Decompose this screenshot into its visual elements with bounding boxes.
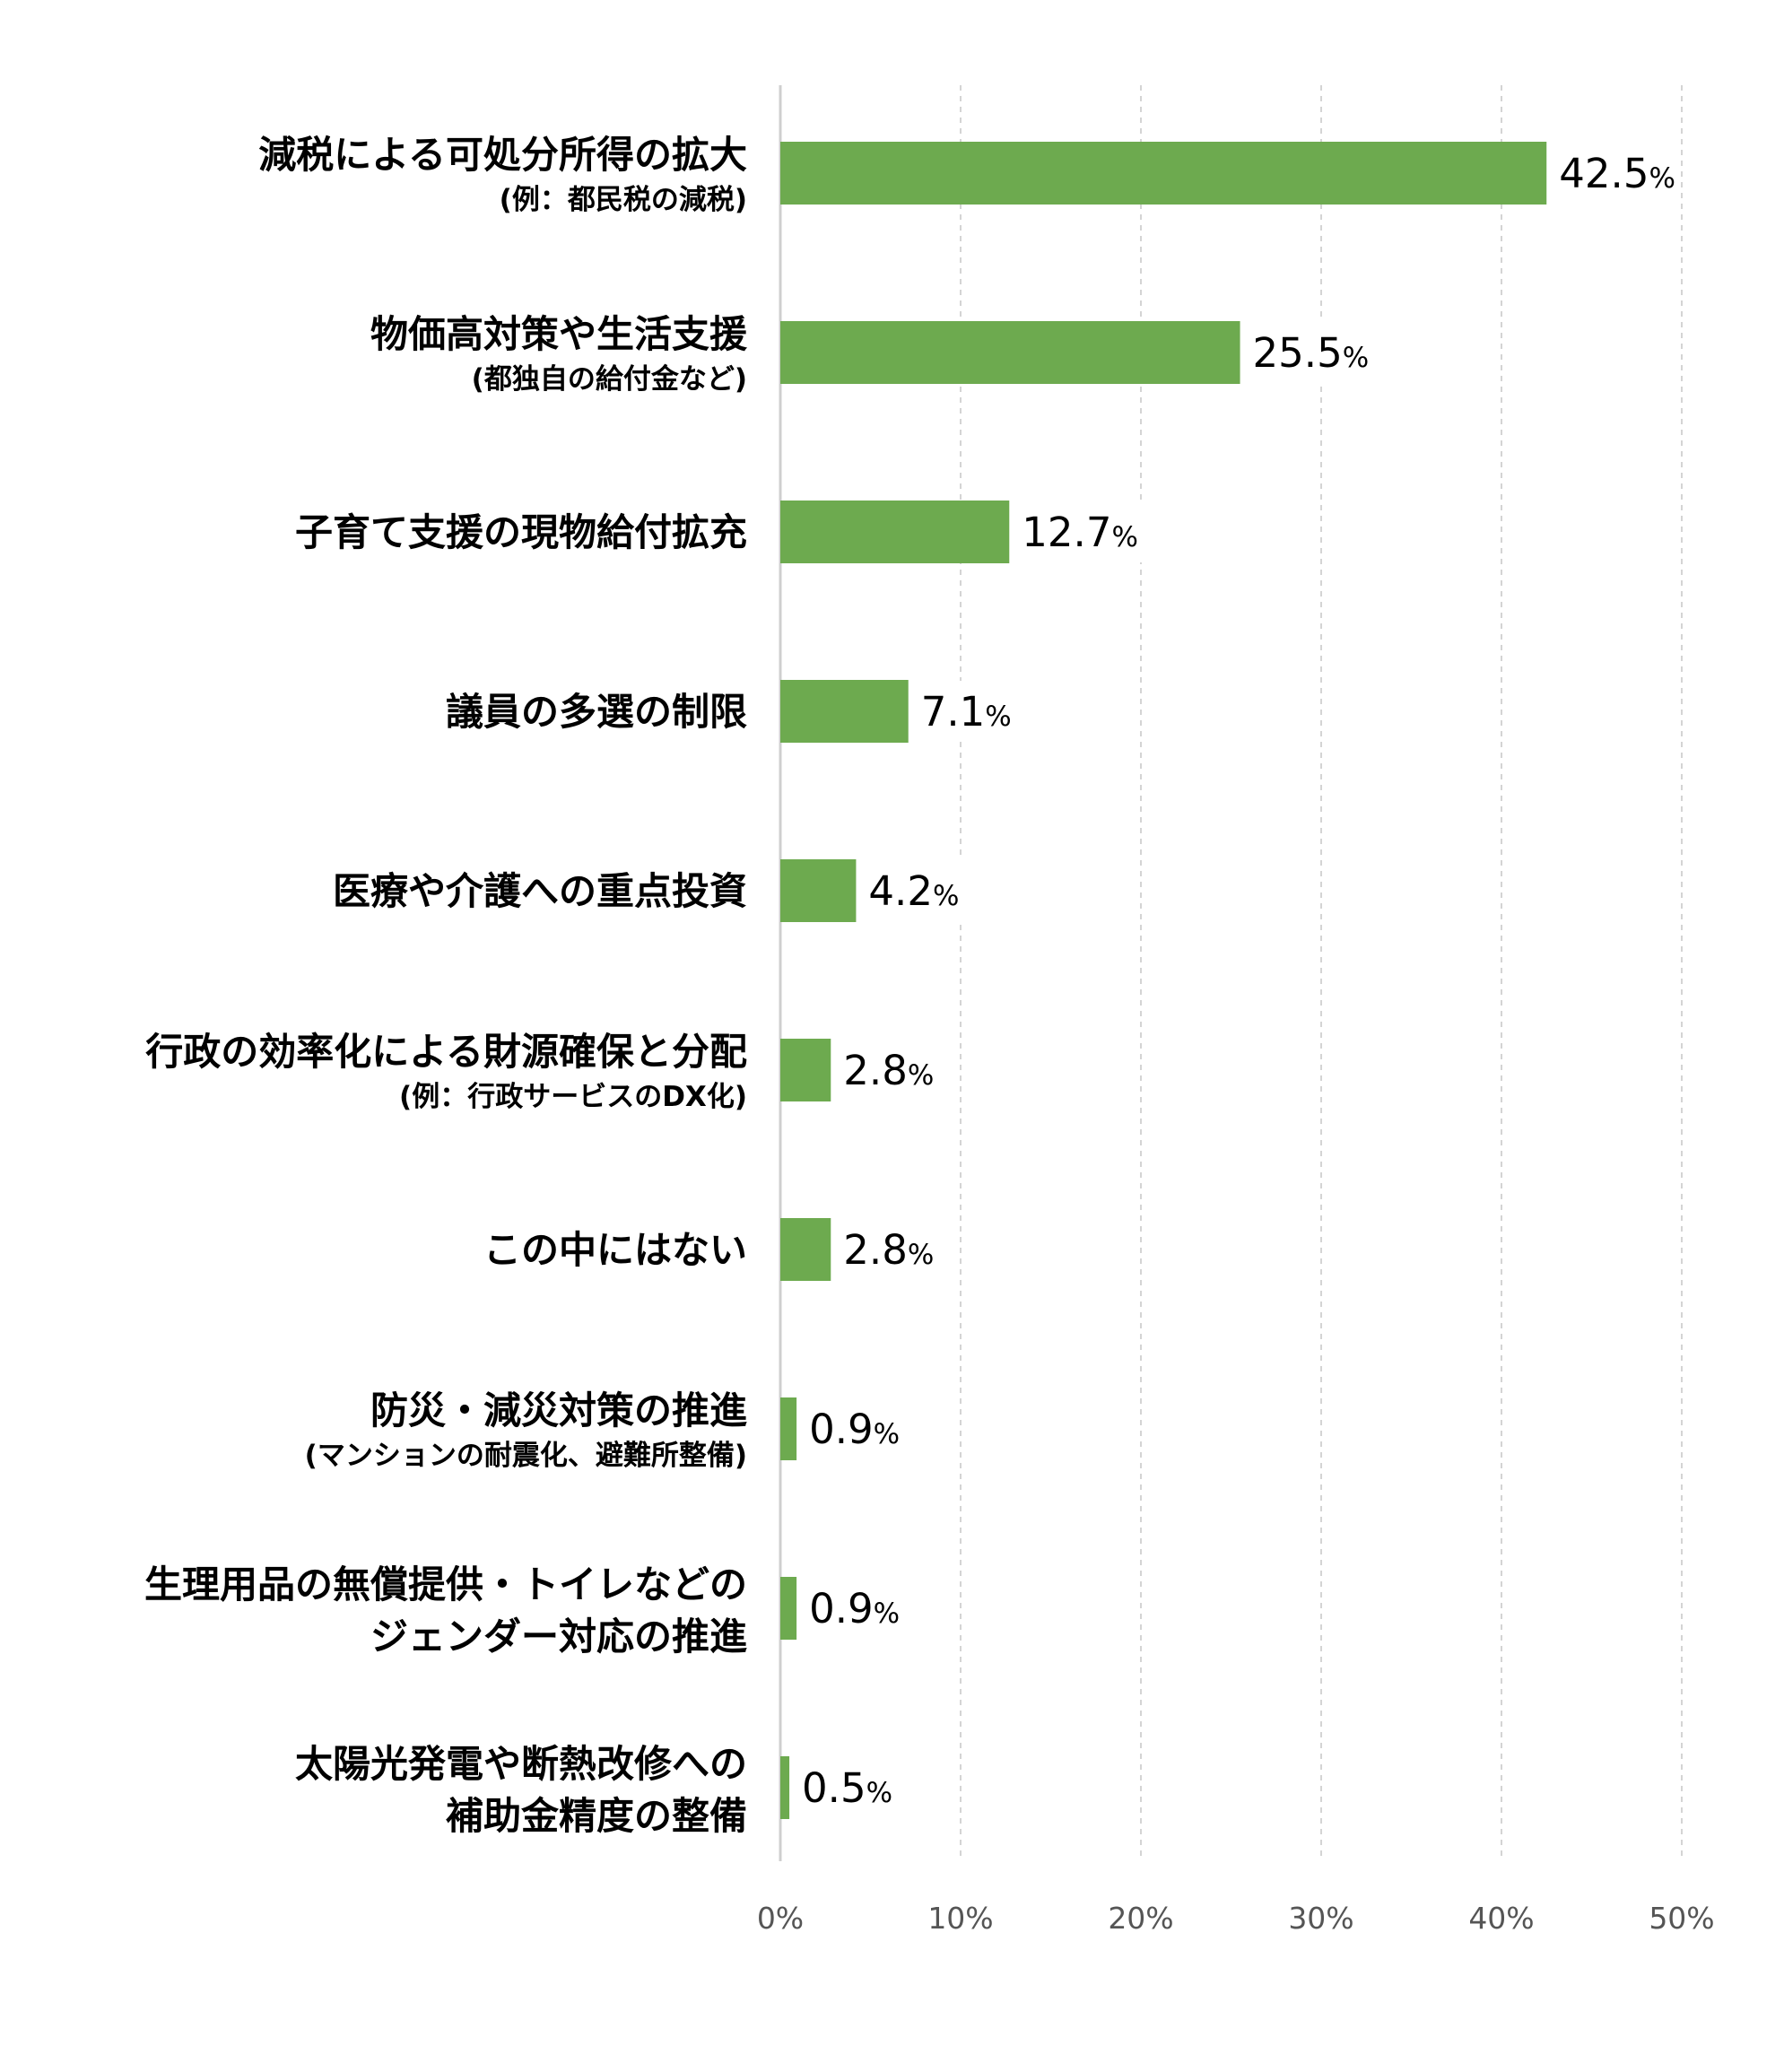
data-label-value: 12.7 [1022, 509, 1111, 556]
bar [780, 680, 909, 743]
data-label-value: 2.8 [843, 1226, 908, 1274]
data-label-unit: % [1649, 162, 1675, 195]
data-label-background [796, 1757, 899, 1818]
data-label-unit: % [874, 1598, 900, 1630]
category-label: 医療や介護への重点投資 [333, 869, 747, 913]
bar [780, 1397, 797, 1460]
data-label-background [1247, 322, 1375, 383]
data-label-unit: % [908, 1239, 934, 1271]
data-label-unit: % [866, 1777, 892, 1809]
data-label-background [804, 1398, 906, 1459]
data-label-value: 2.8 [843, 1047, 908, 1094]
data-label-background [1553, 143, 1681, 204]
bar [780, 1218, 831, 1281]
category-label-line2: ジェンダー対応の推進 [370, 1615, 747, 1658]
category-sublabel: (都独自の給付金など) [472, 363, 747, 396]
category-label: 議員の多選の制限 [446, 690, 747, 734]
data-label-background [1016, 501, 1144, 562]
data-label-unit: % [933, 880, 959, 912]
data-label-background [838, 1219, 940, 1280]
data-label-unit: % [1111, 521, 1137, 553]
data-label-value: 4.2 [868, 867, 933, 915]
x-tick-label: 50% [1649, 1901, 1714, 1936]
data-label: 0.9% [809, 1585, 900, 1632]
category-label: 減税による可処分所得の拡大 [258, 133, 747, 177]
bar [780, 321, 1240, 384]
data-label-unit: % [874, 1418, 900, 1450]
data-label-background [915, 681, 1017, 742]
x-tick-label: 40% [1468, 1901, 1534, 1936]
x-tick-label: 10% [927, 1901, 993, 1936]
bars [780, 142, 1547, 1819]
bar [780, 1039, 831, 1101]
data-label-value: 0.9 [809, 1406, 874, 1453]
category-sublabel: (マンションの耐震化、避難所整備) [305, 1440, 747, 1472]
category-label: 行政の効率化による財源確保と分配 [145, 1030, 747, 1074]
bar [780, 142, 1547, 205]
data-label-background [804, 1578, 906, 1639]
data-label-unit: % [1343, 342, 1369, 374]
data-label: 2.8% [843, 1047, 934, 1094]
x-tick-label: 30% [1288, 1901, 1353, 1936]
data-label-unit: % [985, 701, 1011, 733]
data-label-background [838, 1040, 940, 1101]
data-label: 42.5% [1559, 150, 1675, 197]
category-sublabel: (例：行政サービスのDX化) [399, 1081, 747, 1113]
data-label-value: 0.5 [802, 1764, 866, 1812]
category-sublabel: (例：都民税の減税) [500, 184, 747, 216]
x-axis-ticks: 0% 10% 20% 30% 40% 50% [757, 1901, 1715, 1936]
data-label: 0.5% [802, 1764, 892, 1812]
data-label-value: 42.5 [1559, 150, 1649, 197]
data-label: 12.7% [1022, 509, 1138, 556]
category-label: 防災・減災対策の推進 [370, 1389, 747, 1432]
bar [780, 501, 1010, 563]
data-label-value: 25.5 [1253, 329, 1343, 377]
data-label-value: 7.1 [921, 688, 986, 736]
bar [780, 859, 857, 922]
data-label-unit: % [908, 1059, 934, 1092]
category-label: 生理用品の無償提供・トイレなどの [144, 1563, 747, 1606]
x-tick-label: 20% [1108, 1901, 1173, 1936]
x-tick-label: 0% [757, 1901, 804, 1936]
category-label: 物価高対策や生活支援 [370, 312, 748, 356]
data-label: 0.9% [809, 1406, 900, 1453]
data-label: 7.1% [921, 688, 1012, 736]
category-label: 太陽光発電や断熱改修への [295, 1742, 747, 1786]
category-labels: 減税による可処分所得の拡大 (例：都民税の減税) 物価高対策や生活支援 (都独自の給付… [144, 133, 748, 1838]
data-label: 2.8% [843, 1226, 934, 1274]
data-label-background [863, 860, 965, 921]
category-label: この中にはない [483, 1228, 747, 1272]
category-label: 子育て支援の現物給付拡充 [295, 510, 747, 554]
data-label: 25.5% [1253, 329, 1370, 377]
bar [780, 1577, 797, 1640]
category-label-line2: 補助金精度の整備 [446, 1794, 747, 1838]
data-label-value: 0.9 [809, 1585, 874, 1632]
bar [780, 1756, 790, 1819]
data-label: 4.2% [868, 867, 959, 915]
data-labels: 42.5%25.5%12.7%7.1%4.2%2.8%2.8%0.9%0.9%0… [796, 143, 1681, 1818]
